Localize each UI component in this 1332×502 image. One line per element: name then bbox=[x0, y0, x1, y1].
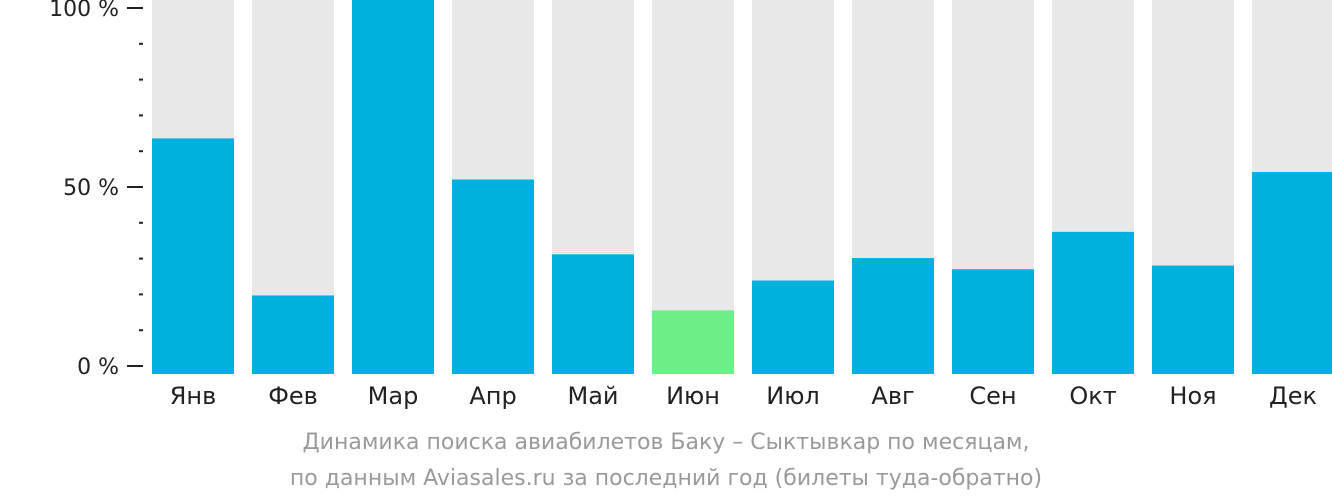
x-tick-label: Апр bbox=[469, 382, 516, 410]
bar-Июн bbox=[652, 310, 734, 374]
bar-Апр bbox=[452, 179, 534, 374]
x-tick-label: Авг bbox=[871, 382, 914, 410]
bar-Дек bbox=[1252, 172, 1332, 374]
chart-caption-line-2: по данным Aviasales.ru за последний год … bbox=[289, 466, 1043, 491]
x-tick-label: Янв bbox=[170, 382, 217, 410]
bar-Июл bbox=[752, 280, 834, 374]
x-tick-label: Окт bbox=[1069, 382, 1116, 410]
x-tick-label: Май bbox=[567, 382, 618, 410]
x-tick-label: Мар bbox=[368, 382, 419, 410]
bar-Мар bbox=[352, 0, 434, 374]
x-tick-label: Дек bbox=[1269, 382, 1317, 410]
x-tick-label: Ноя bbox=[1169, 382, 1216, 410]
y-axis: 0 % 50 % 100 % bbox=[49, 0, 143, 380]
bar-Ноя bbox=[1152, 265, 1234, 374]
bar-Окт bbox=[1052, 231, 1134, 374]
bar-Сен bbox=[952, 269, 1034, 374]
y-tick-label: 100 % bbox=[49, 0, 119, 22]
x-tick-label: Сен bbox=[969, 382, 1016, 410]
x-axis-labels: Янв Фев Мар Апр Май Июн Июл Авг Сен Окт Ноя Дек bbox=[170, 382, 1317, 410]
chart-caption-line-1: Динамика поиска авиабилетов Баку – Сыкты… bbox=[302, 430, 1030, 455]
bar-Янв bbox=[152, 138, 234, 374]
bar-Фев bbox=[252, 295, 334, 374]
bars bbox=[152, 0, 1332, 374]
bar-Авг bbox=[852, 258, 934, 374]
y-tick-label: 0 % bbox=[77, 355, 119, 380]
y-tick-label: 50 % bbox=[63, 176, 119, 201]
x-tick-label: Июн bbox=[666, 382, 720, 410]
bar-Май bbox=[552, 254, 634, 374]
x-tick-label: Июл bbox=[766, 382, 820, 410]
x-tick-label: Фев bbox=[268, 382, 318, 410]
